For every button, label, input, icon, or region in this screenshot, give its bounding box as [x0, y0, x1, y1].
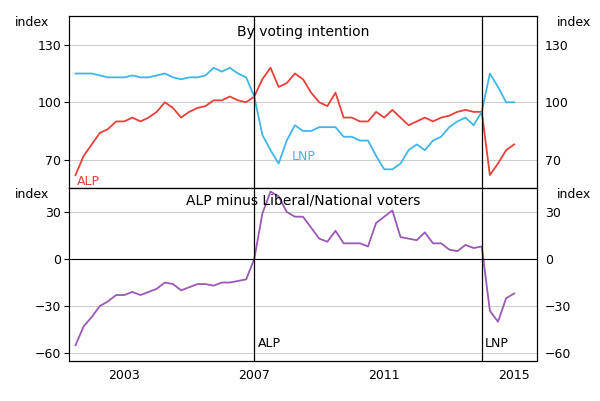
Text: LNP: LNP [292, 150, 316, 163]
Text: By voting intention: By voting intention [237, 25, 369, 38]
Text: ALP minus Liberal/National voters: ALP minus Liberal/National voters [186, 194, 420, 208]
Text: index: index [15, 16, 49, 29]
Text: index: index [557, 16, 591, 29]
Text: ALP: ALP [77, 175, 100, 188]
Text: index: index [15, 188, 49, 201]
Text: ALP: ALP [257, 337, 281, 350]
Text: index: index [557, 188, 591, 201]
Text: LNP: LNP [485, 337, 509, 350]
